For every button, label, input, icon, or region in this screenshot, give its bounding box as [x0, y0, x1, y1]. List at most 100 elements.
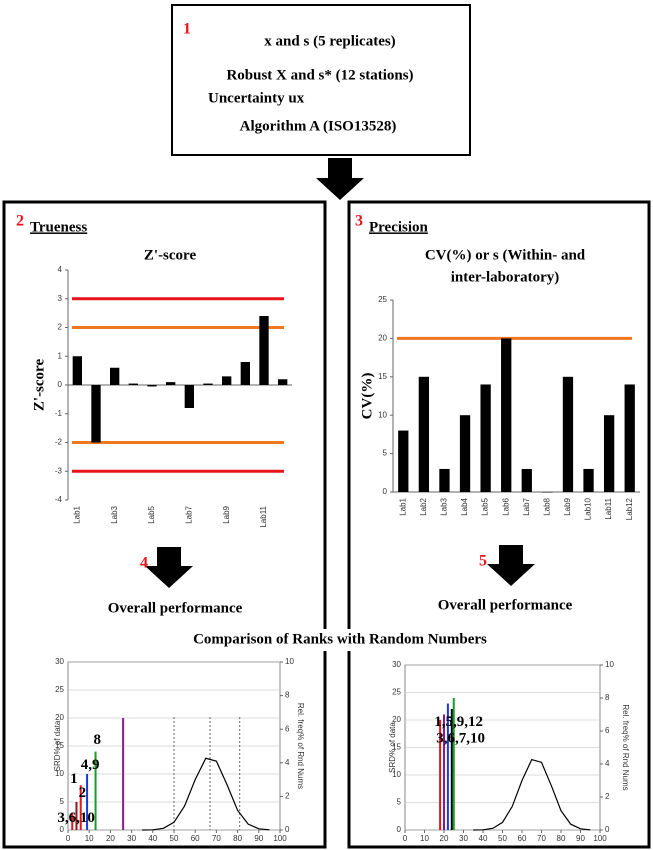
- bar: [91, 385, 101, 443]
- x-tick-label: Lab11: [604, 497, 613, 519]
- step1-line: Uncertainty ux: [208, 90, 305, 106]
- annotation: 3,6,7,10: [436, 731, 485, 747]
- y-tick-label: 30: [392, 660, 401, 669]
- x-tick-label: 60: [191, 834, 200, 843]
- bar: [222, 376, 232, 385]
- bar: [72, 356, 82, 385]
- x-tick-label: 10: [420, 834, 429, 843]
- y-tick-label: 0: [60, 825, 65, 834]
- y-tick-label: 10: [378, 410, 387, 419]
- y2-tick-label: 2: [285, 792, 290, 801]
- bar: [110, 367, 120, 385]
- bar: [147, 385, 157, 387]
- step-number: 2: [16, 213, 24, 230]
- chart-title: CV(%) or s (Within- and: [425, 247, 586, 263]
- x-tick-label: Lab3: [440, 497, 449, 515]
- x-tick-label: Lab8: [542, 497, 551, 515]
- y-tick-label: 1: [58, 351, 63, 360]
- bar: [128, 383, 138, 385]
- y-axis-label: SRD% of data: [53, 720, 62, 771]
- x-tick-label: Lab11: [259, 505, 268, 527]
- x-tick-label: Lab1: [398, 497, 407, 515]
- y-tick-label: -4: [55, 495, 63, 504]
- performance-label: Overall performance: [438, 597, 573, 613]
- bar: [501, 338, 512, 492]
- annotation: 2: [79, 785, 87, 801]
- bar: [459, 415, 471, 492]
- y-tick-label: 2: [58, 323, 63, 332]
- y2-tick-label: 8: [605, 693, 610, 702]
- y-tick-label: 0: [397, 825, 402, 834]
- x-tick-label: 20: [106, 834, 115, 843]
- x-tick-label: 0: [66, 834, 71, 843]
- bar: [562, 376, 574, 492]
- chart-title: inter-laboratory): [451, 269, 560, 285]
- x-tick-label: 20: [440, 834, 449, 843]
- y-tick-label: 0: [58, 380, 63, 389]
- x-tick-label: 60: [518, 834, 527, 843]
- chart-title: Z'-score: [144, 247, 197, 263]
- x-tick-label: 40: [148, 834, 157, 843]
- annotation: 4,9: [81, 757, 100, 773]
- y-tick-label: 0: [383, 487, 388, 496]
- bar: [480, 384, 491, 492]
- annotation: 1,5,9,12: [434, 714, 483, 730]
- title-backdrop: [150, 629, 530, 651]
- trueness-panel: [2, 200, 327, 849]
- bar: [542, 492, 553, 493]
- panel-title: Trueness: [30, 219, 87, 235]
- arrow: [145, 547, 193, 588]
- comparison-title: Comparison of Ranks with Random Numbers: [193, 631, 487, 647]
- bar: [184, 385, 194, 408]
- bar: [240, 362, 250, 385]
- x-tick-label: 100: [593, 834, 607, 843]
- step-number: 1: [183, 21, 191, 38]
- y2-tick-label: 0: [605, 825, 610, 834]
- x-tick-label: 50: [498, 834, 507, 843]
- step1-box: [171, 4, 471, 156]
- step1-line: Algorithm A (ISO13528): [240, 118, 397, 134]
- x-tick-label: 80: [557, 834, 566, 843]
- x-tick-label: Lab5: [147, 505, 156, 523]
- bar: [624, 384, 635, 492]
- step1-line: Robust X and s* (12 stations): [226, 67, 413, 83]
- y2-tick-label: 6: [285, 724, 290, 733]
- x-tick-label: Lab4: [460, 497, 469, 515]
- y-axis-label: SRD% of data: [388, 722, 397, 773]
- y-tick-label: 20: [392, 715, 401, 724]
- y-tick-label: -2: [55, 438, 63, 447]
- y-tick-label: 15: [55, 741, 64, 750]
- x-tick-label: 30: [127, 834, 136, 843]
- x-tick-label: 100: [273, 834, 287, 843]
- bar: [278, 379, 288, 385]
- step-number: 5: [479, 553, 487, 570]
- y2-tick-label: 8: [285, 691, 290, 700]
- y-tick-label: 15: [392, 743, 401, 752]
- x-tick-label: 90: [254, 834, 263, 843]
- bar: [166, 382, 176, 385]
- x-tick-label: 0: [403, 834, 408, 843]
- annotation: 8: [93, 732, 101, 748]
- bar: [603, 415, 615, 492]
- y2-tick-label: 4: [605, 759, 610, 768]
- y2-tick-label: 6: [605, 726, 610, 735]
- x-tick-label: 80: [233, 834, 242, 843]
- y-tick-label: 25: [55, 685, 64, 694]
- y-tick-label: 10: [392, 770, 401, 779]
- bar: [203, 383, 213, 385]
- y2-tick-label: 0: [285, 825, 290, 834]
- bar: [398, 430, 409, 492]
- y-tick-label: 5: [397, 798, 402, 807]
- x-tick-label: 70: [537, 834, 546, 843]
- arrow: [316, 158, 364, 200]
- y-tick-label: 3: [58, 294, 63, 303]
- x-tick-label: Lab3: [110, 505, 119, 523]
- y-tick-label: 20: [378, 334, 387, 343]
- bar: [418, 376, 430, 492]
- x-tick-label: 10: [85, 834, 94, 843]
- y-tick-label: 25: [378, 295, 387, 304]
- step1-line: x and s (5 replicates): [264, 33, 395, 49]
- step-number: 4: [140, 555, 148, 572]
- y-tick-label: 20: [55, 713, 64, 722]
